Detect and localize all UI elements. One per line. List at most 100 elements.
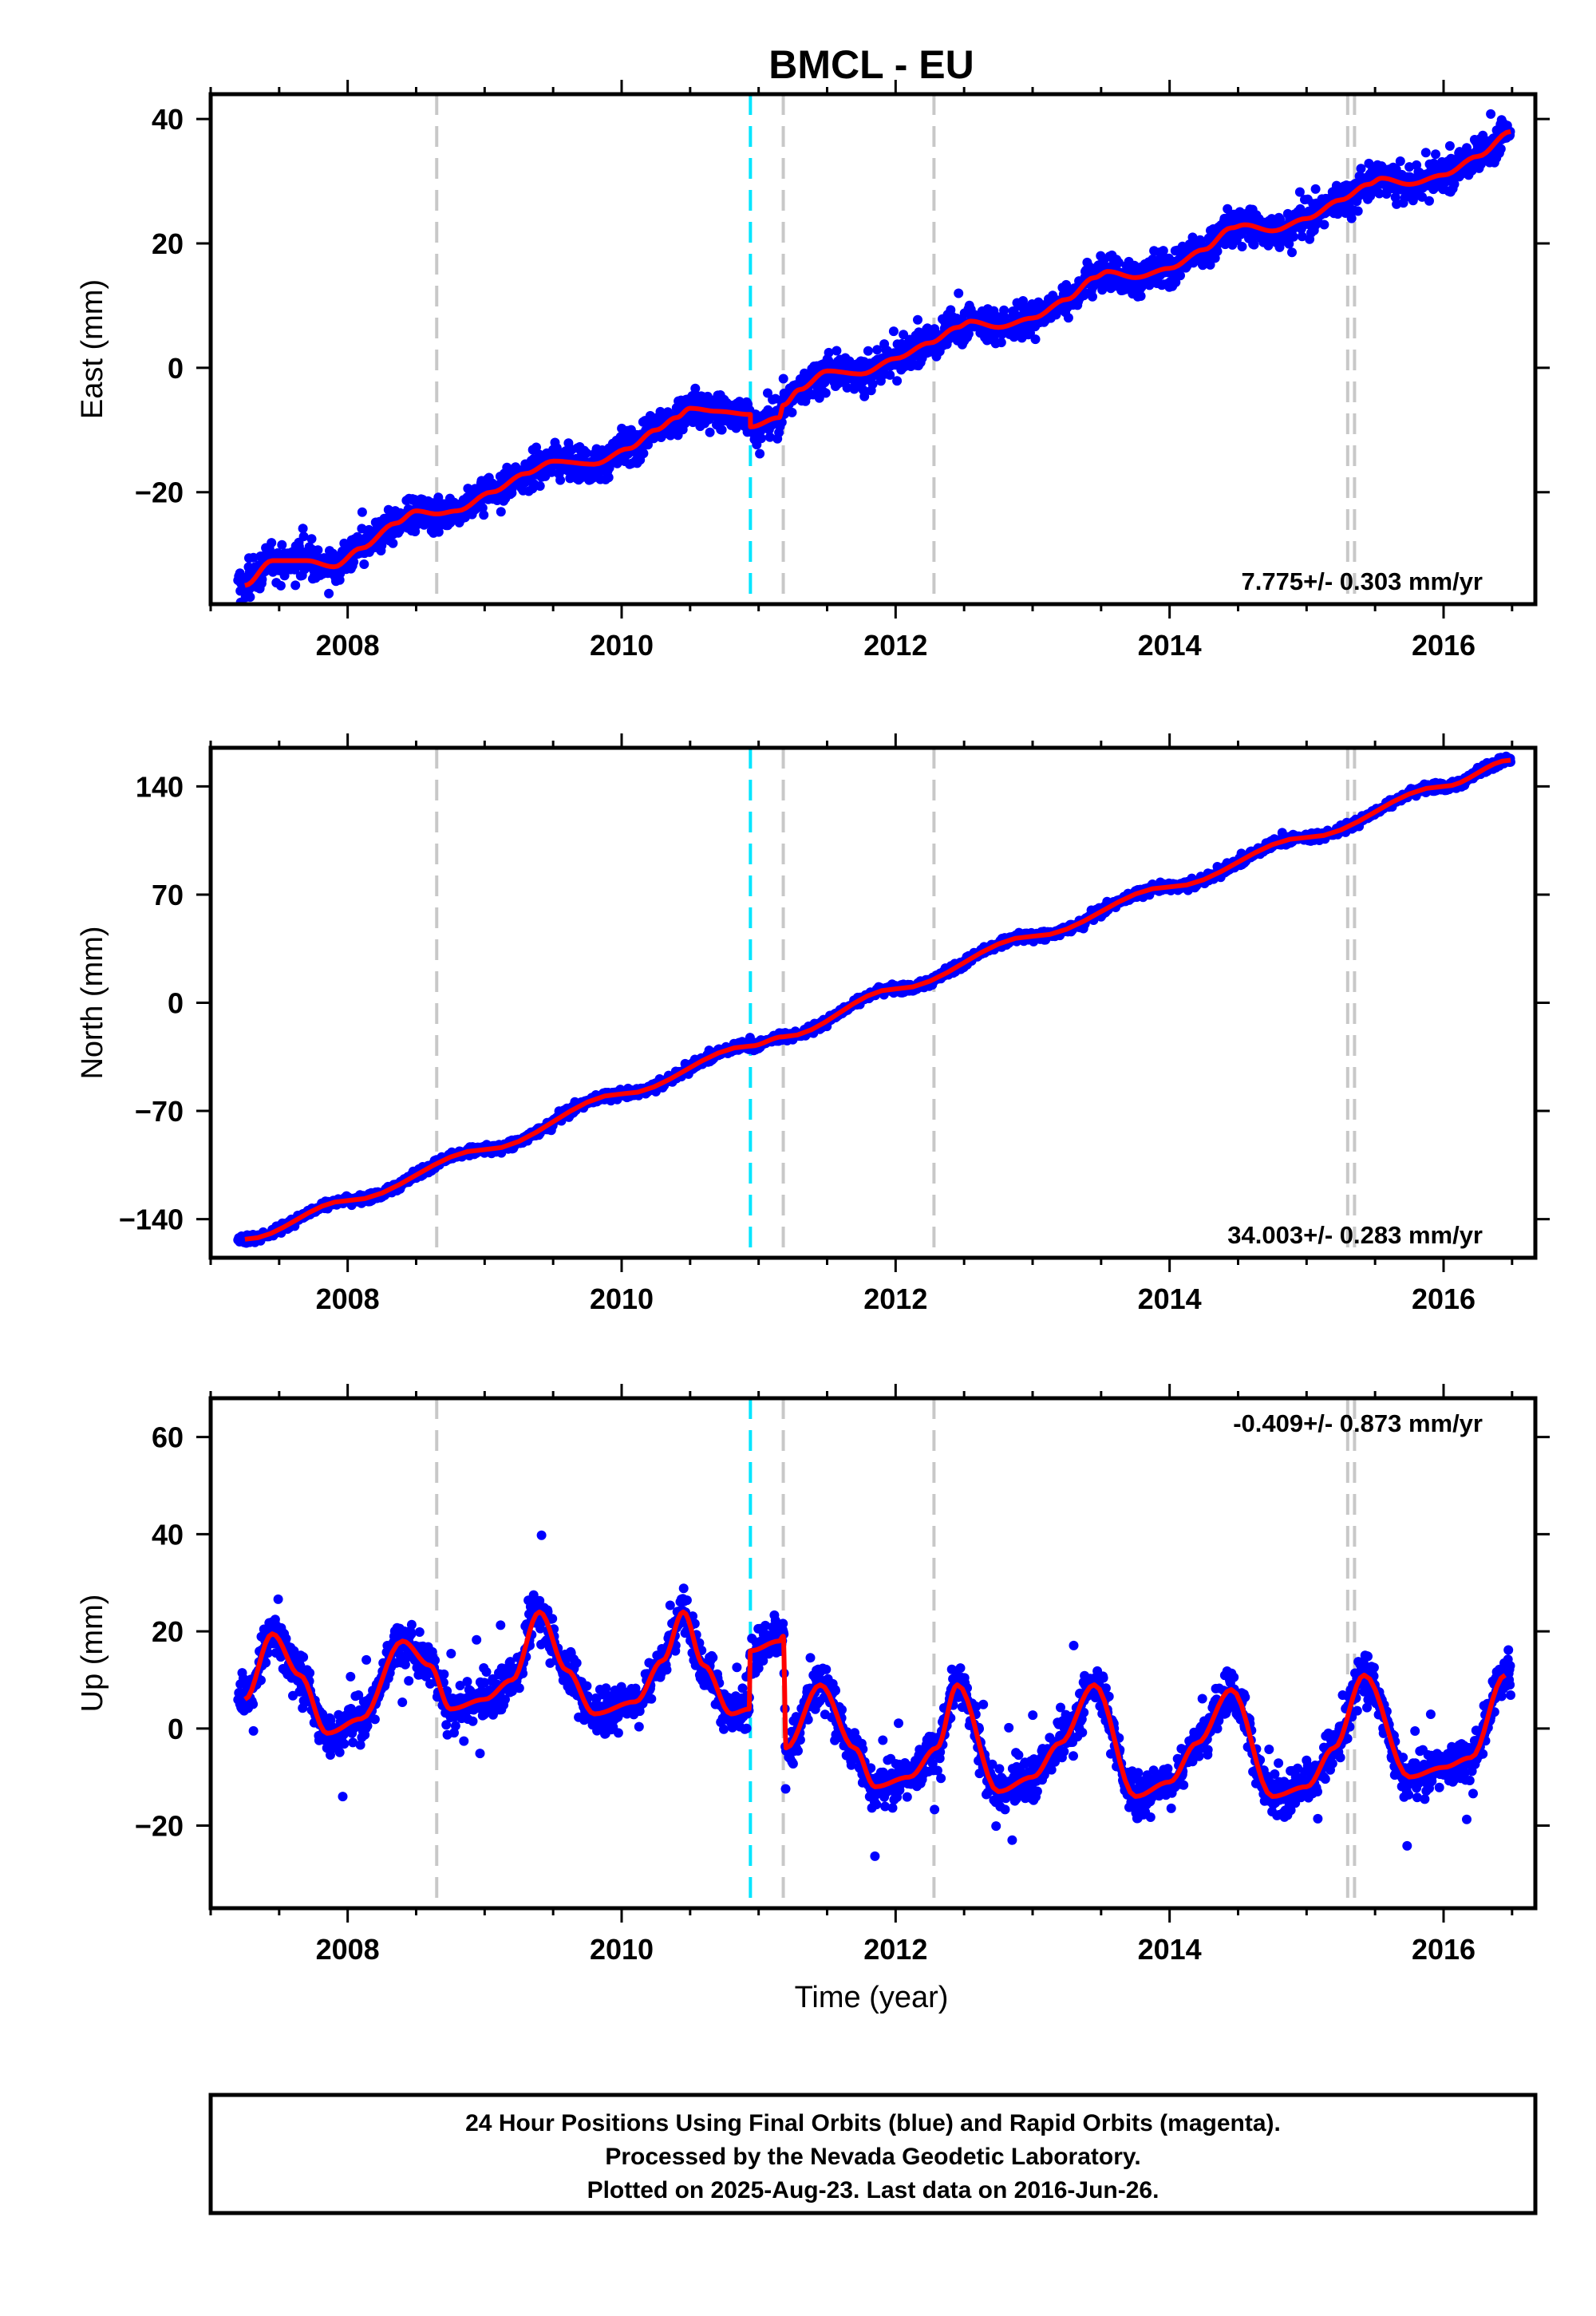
data-point bbox=[832, 346, 842, 356]
data-point bbox=[1356, 164, 1366, 174]
model-fit-line bbox=[244, 128, 1511, 588]
x-tick-label: 2008 bbox=[316, 629, 380, 662]
plot-area bbox=[233, 748, 1515, 1258]
data-point bbox=[1175, 271, 1185, 281]
data-point bbox=[1237, 242, 1247, 251]
data-point bbox=[1417, 192, 1428, 202]
data-point bbox=[892, 376, 903, 386]
data-point bbox=[377, 540, 387, 551]
data-point bbox=[1287, 247, 1297, 258]
plot-area bbox=[233, 94, 1515, 604]
data-point bbox=[680, 418, 690, 429]
x-tick-label: 2010 bbox=[590, 629, 654, 662]
data-point bbox=[1288, 231, 1298, 242]
data-point bbox=[306, 534, 317, 544]
data-point bbox=[1249, 239, 1259, 250]
data-point bbox=[1364, 158, 1374, 168]
data-point bbox=[778, 373, 788, 384]
data-point bbox=[705, 427, 715, 437]
data-point bbox=[996, 338, 1006, 348]
data-point bbox=[496, 507, 506, 517]
data-point bbox=[1346, 213, 1357, 223]
data-point bbox=[885, 370, 895, 380]
data-point bbox=[298, 532, 309, 542]
data-point bbox=[1284, 239, 1294, 249]
data-point bbox=[277, 539, 287, 550]
data-point bbox=[313, 545, 323, 555]
observation-points bbox=[233, 109, 1515, 604]
y-tick-label: 20 bbox=[152, 227, 184, 260]
x-tick-label: 2016 bbox=[1412, 629, 1476, 662]
data-point bbox=[842, 382, 852, 393]
data-point bbox=[1424, 196, 1434, 206]
data-point bbox=[1297, 231, 1307, 242]
data-point bbox=[863, 346, 873, 356]
data-point bbox=[787, 407, 797, 417]
x-tick-label: 2012 bbox=[863, 629, 927, 662]
data-point bbox=[388, 538, 398, 548]
data-point bbox=[359, 559, 369, 569]
data-point bbox=[1212, 246, 1223, 256]
data-point bbox=[1395, 156, 1405, 166]
data-point bbox=[357, 507, 367, 517]
data-point bbox=[245, 592, 255, 603]
data-point bbox=[555, 475, 566, 485]
data-point bbox=[690, 383, 701, 393]
data-point bbox=[1404, 162, 1415, 172]
data-point bbox=[267, 538, 277, 548]
data-point bbox=[1079, 290, 1089, 301]
data-point bbox=[888, 326, 899, 337]
data-point bbox=[717, 425, 727, 435]
data-point bbox=[763, 388, 772, 398]
data-point bbox=[275, 580, 286, 591]
data-point bbox=[1353, 206, 1363, 216]
data-point bbox=[394, 525, 405, 536]
data-point bbox=[1158, 246, 1168, 256]
data-point bbox=[433, 527, 444, 537]
data-point bbox=[954, 288, 964, 298]
data-point bbox=[479, 510, 489, 520]
data-point bbox=[349, 557, 359, 567]
data-point bbox=[1263, 240, 1274, 251]
data-point bbox=[963, 329, 974, 339]
data-point bbox=[824, 347, 834, 358]
x-tick-label: 2014 bbox=[1138, 629, 1202, 662]
data-point bbox=[582, 448, 591, 458]
data-point bbox=[547, 467, 557, 477]
y-axis-label: East (mm) bbox=[76, 279, 109, 419]
data-point bbox=[1420, 148, 1431, 158]
data-point bbox=[643, 440, 653, 450]
plot-frame bbox=[208, 92, 1538, 607]
data-point bbox=[859, 391, 870, 401]
data-point bbox=[1444, 140, 1455, 151]
data-point bbox=[764, 432, 775, 442]
data-point bbox=[755, 449, 765, 459]
data-point bbox=[1030, 334, 1041, 345]
data-point bbox=[872, 345, 883, 355]
data-point bbox=[757, 433, 766, 444]
observation-points bbox=[233, 751, 1515, 1248]
data-point bbox=[731, 423, 741, 433]
data-point bbox=[1171, 277, 1181, 287]
data-point bbox=[1205, 259, 1215, 270]
data-point bbox=[1374, 188, 1385, 199]
data-point bbox=[1088, 291, 1097, 302]
y-tick-label: 0 bbox=[168, 352, 184, 385]
data-point bbox=[922, 323, 933, 334]
chart-title: BMCL - EU bbox=[768, 42, 974, 87]
data-point bbox=[820, 388, 831, 398]
data-point bbox=[290, 580, 301, 591]
data-point bbox=[1063, 313, 1073, 323]
data-point bbox=[1310, 184, 1321, 194]
data-point bbox=[1319, 219, 1329, 230]
data-point bbox=[913, 314, 922, 325]
y-tick-label: −20 bbox=[135, 476, 184, 509]
data-point bbox=[867, 379, 878, 389]
data-point bbox=[1294, 187, 1305, 197]
data-point bbox=[875, 376, 886, 386]
velocity-rate-label: 7.775+/- 0.303 mm/yr bbox=[1242, 567, 1483, 595]
data-point bbox=[535, 481, 545, 491]
